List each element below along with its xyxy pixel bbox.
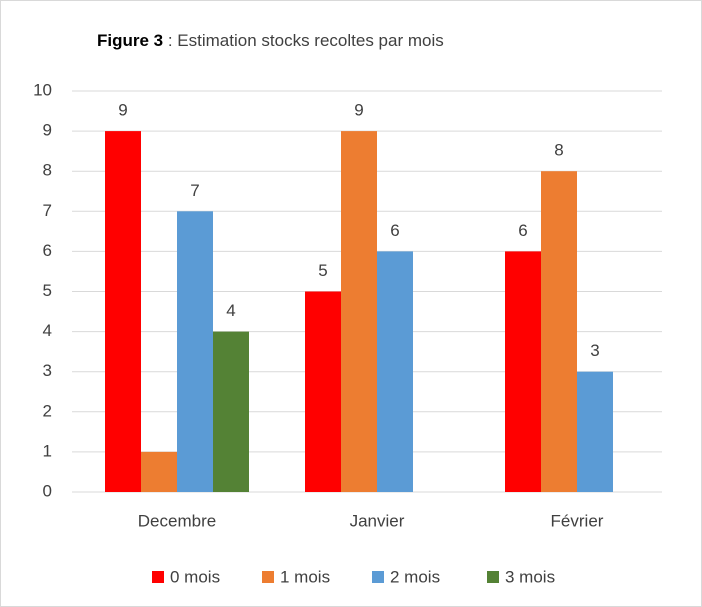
bar: [213, 331, 249, 492]
y-tick-label: 9: [43, 121, 52, 140]
y-tick-label: 7: [43, 201, 52, 220]
y-tick-label: 5: [43, 281, 52, 300]
legend-label: 1 mois: [280, 567, 330, 586]
legend-swatch: [152, 571, 164, 583]
chart-title: Figure 3 : Estimation stocks recoltes pa…: [97, 31, 444, 50]
legend-swatch: [262, 571, 274, 583]
bar: [541, 171, 577, 492]
bar: [341, 131, 377, 492]
y-tick-label: 3: [43, 361, 52, 380]
data-label: 7: [190, 181, 199, 200]
y-tick-label: 0: [43, 481, 52, 500]
legend-swatch: [487, 571, 499, 583]
y-tick-label: 6: [43, 241, 52, 260]
data-label: 4: [226, 301, 235, 320]
y-tick-label: 2: [43, 401, 52, 420]
data-label: 9: [354, 101, 363, 120]
x-tick-label: Decembre: [138, 511, 216, 530]
bar: [377, 251, 413, 492]
y-tick-label: 10: [33, 80, 52, 99]
title-text: : Estimation stocks recoltes par mois: [168, 31, 444, 50]
y-tick-label: 1: [43, 441, 52, 460]
data-label: 3: [590, 341, 599, 360]
x-tick-label: Janvier: [350, 511, 405, 530]
data-label: 6: [390, 221, 399, 240]
bar: [141, 451, 177, 492]
x-tick-label: Février: [551, 511, 604, 530]
bar: [177, 211, 213, 493]
figure-label: Figure 3: [97, 31, 163, 50]
y-tick-label: 4: [43, 321, 52, 340]
data-label: 5: [318, 261, 327, 280]
bar: [577, 371, 613, 492]
legend-label: 2 mois: [390, 567, 440, 586]
legend-label: 0 mois: [170, 567, 220, 586]
data-label: 9: [118, 101, 127, 120]
bar: [505, 251, 541, 492]
y-tick-label: 8: [43, 161, 52, 180]
bar: [305, 291, 341, 492]
legend-label: 3 mois: [505, 567, 555, 586]
data-label: 6: [518, 221, 527, 240]
bar: [105, 131, 141, 492]
data-label: 8: [554, 141, 563, 160]
legend-swatch: [372, 571, 384, 583]
